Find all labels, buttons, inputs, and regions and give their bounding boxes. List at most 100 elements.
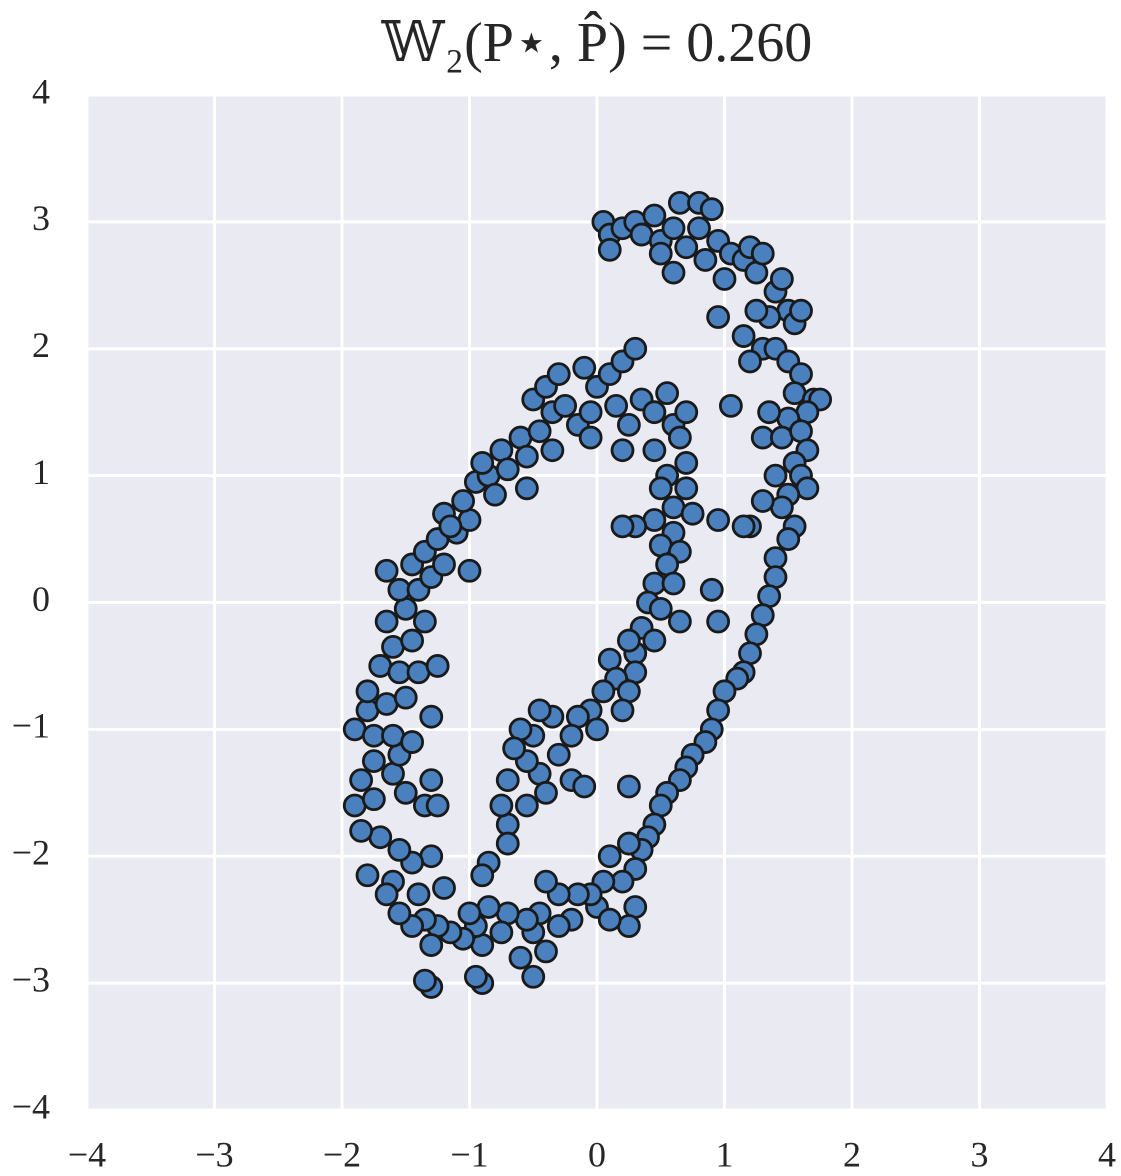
y-tick-label: 2 [32,325,50,365]
point [406,882,431,907]
point [699,197,724,222]
point [508,945,533,970]
point [578,425,603,450]
point [361,787,386,812]
point [706,508,731,532]
point [432,876,456,900]
point [400,628,425,653]
point [642,400,667,425]
point [597,844,622,869]
point [540,438,565,463]
point [553,393,578,418]
point [419,933,444,957]
point [393,685,418,710]
point [393,780,418,805]
x-tick-label: 4 [1098,1134,1116,1174]
x-tick-label: −3 [195,1134,233,1174]
point [432,552,456,577]
point [425,793,450,818]
point [412,609,437,634]
point [419,768,444,793]
point [412,968,437,993]
point [463,964,488,989]
point [674,476,699,501]
point [699,577,724,602]
y-tick-label: 1 [32,452,50,492]
point [667,425,692,450]
x-tick-label: −2 [323,1134,361,1174]
point [514,793,539,818]
point [680,501,705,526]
point [355,679,380,704]
point [495,768,520,793]
point [534,939,558,964]
point [776,527,801,551]
point [591,679,616,704]
point [604,393,629,418]
point [648,476,673,501]
point [495,457,520,482]
point [706,305,731,329]
point [387,838,412,862]
point [355,863,380,888]
x-tick-label: 0 [588,1134,606,1174]
point [457,558,482,583]
point [648,241,673,266]
point [502,736,527,761]
point [731,324,756,348]
point [738,349,762,374]
point [572,355,597,380]
point [769,267,794,291]
point [559,723,584,748]
point [642,628,667,653]
point [610,438,635,463]
point [546,914,571,938]
point [578,400,603,425]
point [514,444,539,469]
point [597,907,622,932]
x-tick-label: −4 [68,1134,106,1174]
point [642,203,667,228]
point [674,451,699,475]
point [585,717,609,742]
point [483,482,507,507]
y-tick-label: 0 [32,579,50,619]
point [642,438,667,463]
point [623,336,648,361]
point [616,412,641,437]
point [667,609,692,634]
point [706,609,731,634]
point [457,901,482,926]
y-tick-label: −1 [12,706,50,746]
point [514,476,539,501]
point [661,216,686,241]
y-tick-label: 3 [32,198,50,238]
point [616,774,641,799]
point [572,774,597,799]
point [349,818,374,843]
x-tick-label: 1 [716,1134,734,1174]
x-tick-label: −1 [450,1134,488,1174]
point [374,882,399,907]
point [750,489,775,513]
point [616,831,641,856]
point [349,768,374,793]
y-tick-label: −4 [12,1086,50,1126]
x-tick-label: 2 [843,1134,861,1174]
point [470,863,495,888]
point [527,698,552,723]
point [648,596,673,621]
point [546,742,571,767]
point [674,400,699,425]
point [374,609,399,634]
point [674,235,699,260]
point [470,451,495,475]
point [610,698,635,723]
point [451,489,476,513]
point [757,400,782,425]
point [400,730,425,754]
point [731,514,756,539]
point [438,514,463,539]
